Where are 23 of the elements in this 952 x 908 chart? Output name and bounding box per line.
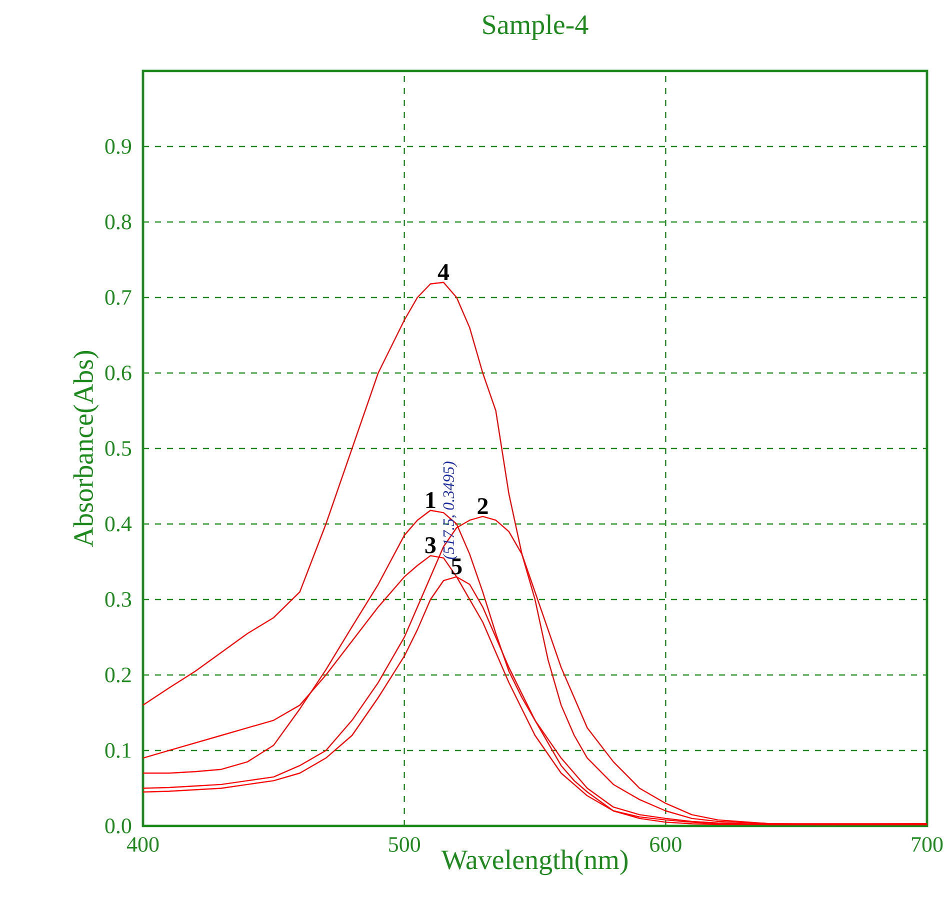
y-tick-label: 0.2 bbox=[105, 668, 131, 682]
annotation: (517.5, 0.3495) bbox=[442, 462, 458, 560]
x-tick-label: 600 bbox=[650, 837, 682, 852]
chart-title: Sample-4 bbox=[483, 14, 588, 40]
x-axis-title: Wavelength(nm) bbox=[441, 850, 628, 876]
y-tick-label: 0.4 bbox=[105, 516, 132, 532]
x-tick-label: 700 bbox=[912, 837, 943, 852]
series-label: 4 bbox=[438, 264, 450, 280]
y-tick-label: 0.9 bbox=[105, 139, 132, 154]
y-tick-label: 0.5 bbox=[105, 441, 132, 456]
y-tick-label: 0.8 bbox=[105, 214, 132, 230]
series-label: 5 bbox=[452, 558, 462, 574]
x-tick-label: 400 bbox=[126, 837, 159, 852]
x-tick-label: 500 bbox=[389, 837, 420, 852]
y-tick-label: 0.0 bbox=[105, 818, 132, 834]
y-axis-title: Absorbance(Abs) bbox=[73, 350, 99, 547]
series-label: 2 bbox=[478, 498, 488, 514]
y-tick-label: 0.3 bbox=[105, 592, 132, 607]
y-tick-label: 0.1 bbox=[105, 743, 131, 758]
series-label: 1 bbox=[426, 492, 436, 508]
y-tick-label: 0.7 bbox=[105, 290, 132, 305]
series-label: 3 bbox=[425, 537, 436, 554]
y-tick-label: 0.6 bbox=[105, 366, 132, 380]
